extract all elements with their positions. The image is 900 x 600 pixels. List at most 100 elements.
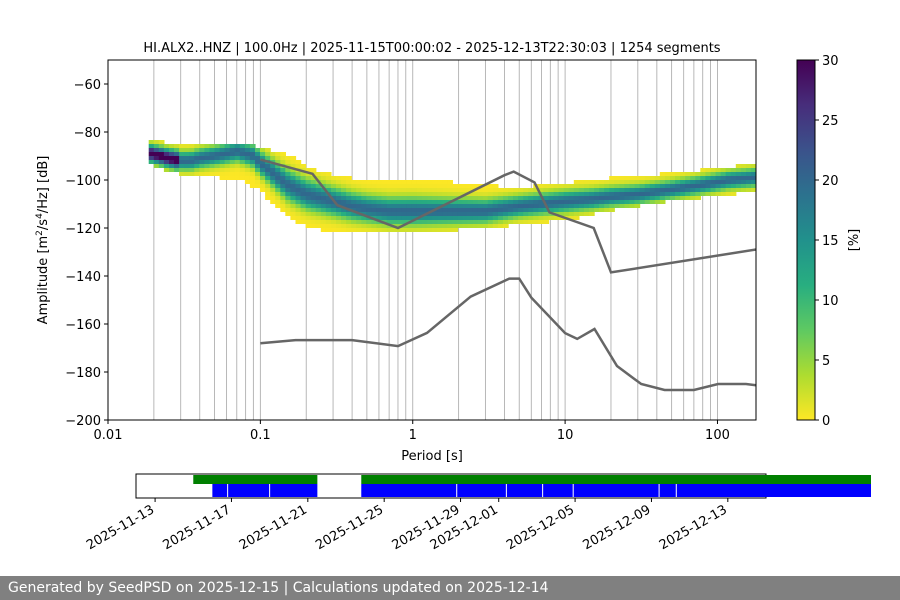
heatmap-cell — [255, 176, 261, 180]
heatmap-cell — [179, 156, 185, 160]
heatmap-cell — [249, 168, 256, 172]
heatmap-cell — [356, 208, 362, 212]
heatmap-cell — [614, 180, 620, 184]
heatmap-cell — [447, 180, 453, 184]
heatmap-cell — [487, 200, 494, 204]
heatmap-cell — [310, 180, 317, 184]
heatmap-cell — [386, 216, 393, 220]
heatmap-cell — [179, 152, 185, 156]
heatmap-cell — [174, 144, 180, 148]
heatmap-cell — [300, 220, 307, 224]
heatmap-cell — [275, 180, 281, 184]
heatmap-cell — [422, 208, 428, 212]
heatmap-cell — [270, 156, 276, 160]
heatmap-cell — [690, 180, 696, 184]
heatmap-cell — [381, 188, 388, 192]
heatmap-cell — [497, 192, 504, 196]
heatmap-cell — [432, 216, 438, 220]
y-tick-label: −80 — [74, 126, 101, 141]
heatmap-cell — [249, 176, 256, 180]
heatmap-cell — [330, 204, 337, 208]
heatmap-cell — [204, 156, 211, 160]
heatmap-cell — [462, 224, 469, 228]
heatmap-cell — [305, 208, 312, 212]
heatmap-cell — [670, 172, 676, 176]
heatmap-cell — [427, 220, 433, 224]
heatmap-cell — [614, 200, 620, 204]
heatmap-cell — [219, 168, 226, 172]
heatmap-cell — [401, 212, 408, 216]
heatmap-cell — [619, 184, 626, 188]
heatmap-cell — [371, 212, 378, 216]
heatmap-cell — [730, 172, 737, 176]
heatmap-cell — [558, 208, 565, 212]
heatmap-cell — [482, 200, 489, 204]
heatmap-cell — [179, 164, 185, 168]
heatmap-cell — [740, 188, 747, 192]
heatmap-cell — [705, 184, 712, 188]
heatmap-cell — [179, 172, 185, 176]
heatmap-cell — [467, 212, 474, 216]
heatmap-cell — [391, 184, 398, 188]
heatmap-cell — [219, 164, 226, 168]
heatmap-cell — [275, 172, 281, 176]
heatmap-cell — [624, 192, 631, 196]
heatmap-cell — [330, 184, 337, 188]
heatmap-cell — [563, 188, 570, 192]
heatmap-cell — [452, 208, 459, 212]
heatmap-cell — [346, 188, 352, 192]
heatmap-cell — [659, 188, 666, 192]
heatmap-cell — [442, 208, 448, 212]
heatmap-cell — [609, 192, 615, 196]
heatmap-cell — [366, 224, 372, 228]
heatmap-cell — [305, 200, 312, 204]
heatmap-cell — [325, 208, 332, 212]
heatmap-cell — [290, 176, 297, 180]
heatmap-cell — [427, 216, 433, 220]
heatmap-cell — [184, 144, 190, 148]
heatmap-cell — [341, 216, 347, 220]
date-tick-label: 2025-11-21 — [237, 502, 310, 553]
heatmap-cell — [543, 192, 550, 196]
heatmap-cell — [670, 196, 676, 200]
heatmap-cell — [260, 152, 266, 156]
heatmap-cell — [386, 192, 393, 196]
heatmap-cell — [310, 224, 317, 228]
heatmap-cell — [285, 204, 291, 208]
heatmap-cell — [462, 204, 469, 208]
heatmap-cell — [518, 196, 524, 200]
heatmap-cell — [604, 204, 610, 208]
heatmap-cell — [416, 180, 423, 184]
heatmap-cell — [538, 188, 545, 192]
heatmap-cell — [163, 164, 170, 168]
heatmap-cell — [163, 152, 170, 156]
processed-segment — [361, 484, 871, 497]
heatmap-cell — [599, 200, 605, 204]
heatmap-cell — [148, 152, 155, 156]
heatmap-cell — [336, 176, 342, 180]
heatmap-cell — [705, 176, 712, 180]
heatmap-cell — [467, 200, 474, 204]
heatmap-cell — [670, 192, 676, 196]
heatmap-cell — [548, 216, 555, 220]
heatmap-cell — [578, 204, 585, 208]
heatmap-cell — [442, 220, 448, 224]
heatmap-cell — [265, 192, 271, 196]
heatmap-cell — [336, 188, 342, 192]
heatmap-cell — [442, 180, 448, 184]
heatmap-cell — [179, 148, 185, 152]
heatmap-cell — [305, 184, 312, 188]
heatmap-cell — [406, 180, 413, 184]
heatmap-cell — [265, 164, 271, 168]
heatmap-cell — [219, 144, 226, 148]
heatmap-cell — [513, 216, 519, 220]
heatmap-cell — [341, 220, 347, 224]
heatmap-cell — [315, 176, 322, 180]
heatmap-cell — [416, 200, 423, 204]
heatmap-cell — [275, 192, 281, 196]
heatmap-cell — [508, 188, 514, 192]
heatmap-cell — [452, 188, 459, 192]
heatmap-cell — [325, 220, 332, 224]
heatmap-cell — [518, 200, 524, 204]
heatmap-cell — [497, 204, 504, 208]
